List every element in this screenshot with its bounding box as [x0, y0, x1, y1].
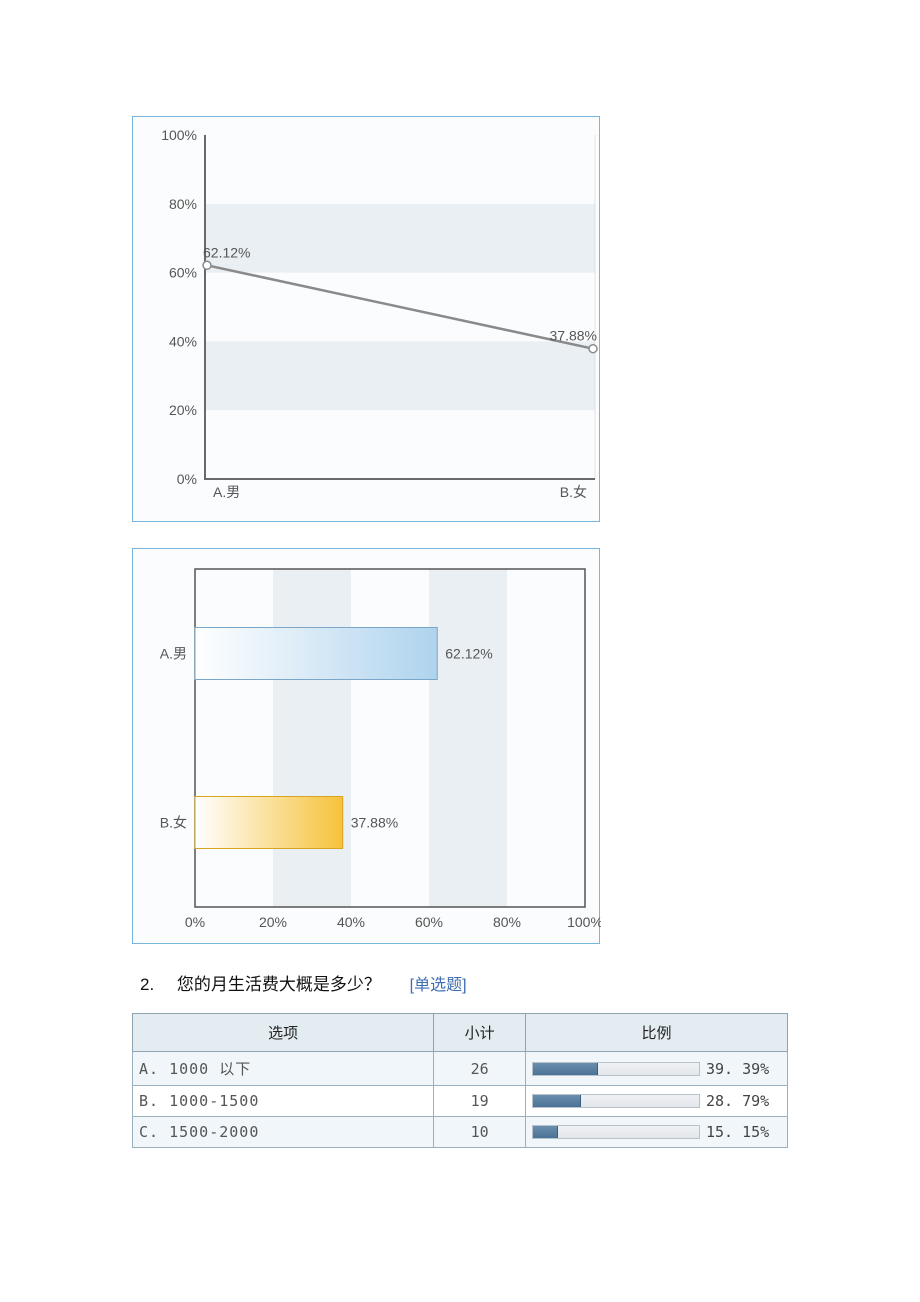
table-row: C. 1500-200010 15. 15%: [133, 1117, 788, 1148]
svg-text:100%: 100%: [567, 914, 601, 930]
svg-text:62.12%: 62.12%: [445, 646, 492, 662]
line-chart-svg: 0% 20% 40% 60% 80% 100% 62.12% A.男 37.88% B.女: [133, 117, 601, 523]
question-number: 2.: [140, 975, 154, 994]
svg-text:62.12%: 62.12%: [203, 244, 250, 260]
svg-text:40%: 40%: [337, 914, 365, 930]
ratio-bar: [532, 1094, 700, 1108]
col-header-option: 选项: [133, 1014, 434, 1052]
svg-text:A.男: A.男: [213, 484, 240, 500]
question-text: 您的月生活费大概是多少？: [177, 975, 381, 994]
svg-text:B.女: B.女: [560, 484, 587, 500]
col-header-subtotal: 小计: [434, 1014, 526, 1052]
ratio-bar: [532, 1125, 700, 1139]
ratio-label: 39. 39%: [706, 1060, 769, 1078]
svg-text:37.88%: 37.88%: [550, 328, 597, 344]
ratio-label: 15. 15%: [706, 1123, 769, 1141]
cell-ratio: 15. 15%: [525, 1117, 787, 1148]
svg-text:20%: 20%: [169, 402, 197, 418]
line-chart-box: 0% 20% 40% 60% 80% 100% 62.12% A.男 37.88% B.女: [132, 116, 600, 522]
ratio-label: 28. 79%: [706, 1092, 769, 1110]
hbar-chart-box: 0% 20% 40% 60% 80% 100% 62.12% A.男 37.88% B.女: [132, 548, 600, 944]
svg-text:0%: 0%: [177, 471, 197, 487]
svg-text:37.88%: 37.88%: [351, 815, 398, 831]
cell-option: A. 1000 以下: [133, 1052, 434, 1086]
table-row: A. 1000 以下26 39. 39%: [133, 1052, 788, 1086]
svg-text:B.女: B.女: [160, 815, 187, 831]
cell-option: B. 1000-1500: [133, 1086, 434, 1117]
svg-text:80%: 80%: [169, 196, 197, 212]
table-header-row: 选项 小计 比例: [133, 1014, 788, 1052]
svg-text:20%: 20%: [259, 914, 287, 930]
svg-text:40%: 40%: [169, 333, 197, 349]
cell-subtotal: 26: [434, 1052, 526, 1086]
table-row: B. 1000-150019 28. 79%: [133, 1086, 788, 1117]
question-type-label: [单选题]: [410, 977, 467, 994]
cell-ratio: 28. 79%: [525, 1086, 787, 1117]
svg-text:A.男: A.男: [160, 646, 187, 662]
cell-ratio: 39. 39%: [525, 1052, 787, 1086]
svg-text:60%: 60%: [169, 265, 197, 281]
question-2: 2. 您的月生活费大概是多少？ [单选题]: [140, 970, 788, 995]
svg-text:60%: 60%: [415, 914, 443, 930]
cell-subtotal: 19: [434, 1086, 526, 1117]
svg-text:80%: 80%: [493, 914, 521, 930]
svg-text:100%: 100%: [161, 127, 197, 143]
col-header-ratio: 比例: [525, 1014, 787, 1052]
results-table: 选项 小计 比例 A. 1000 以下26 39. 39% B. 1000-1500…: [132, 1013, 788, 1148]
cell-option: C. 1500-2000: [133, 1117, 434, 1148]
hbar-chart-svg: 0% 20% 40% 60% 80% 100% 62.12% A.男 37.88% B.女: [133, 549, 601, 945]
cell-subtotal: 10: [434, 1117, 526, 1148]
svg-text:0%: 0%: [185, 914, 205, 930]
ratio-bar: [532, 1062, 700, 1076]
